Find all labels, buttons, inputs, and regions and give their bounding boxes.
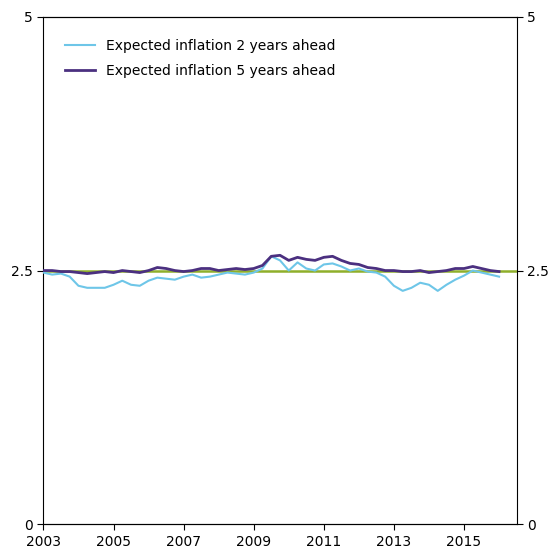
Expected inflation 5 years ahead bbox=[277, 252, 283, 259]
Expected inflation 2 years ahead bbox=[40, 269, 47, 276]
Expected inflation 5 years ahead bbox=[320, 254, 327, 261]
Expected inflation 5 years ahead bbox=[40, 267, 47, 274]
Expected inflation 5 years ahead bbox=[347, 260, 353, 267]
Expected inflation 2 years ahead bbox=[347, 267, 353, 274]
Expected inflation 5 years ahead bbox=[329, 253, 336, 260]
Line: Expected inflation 5 years ahead: Expected inflation 5 years ahead bbox=[44, 255, 499, 274]
Expected inflation 2 years ahead bbox=[312, 267, 319, 274]
Expected inflation 5 years ahead bbox=[84, 270, 91, 277]
Expected inflation 2 years ahead bbox=[268, 253, 274, 260]
Expected inflation 5 years ahead bbox=[496, 268, 502, 275]
Line: Expected inflation 2 years ahead: Expected inflation 2 years ahead bbox=[44, 256, 499, 291]
Expected inflation 2 years ahead bbox=[338, 263, 345, 270]
Expected inflation 2 years ahead bbox=[408, 284, 415, 291]
Legend: Expected inflation 2 years ahead, Expected inflation 5 years ahead: Expected inflation 2 years ahead, Expect… bbox=[64, 39, 335, 78]
Expected inflation 2 years ahead bbox=[496, 273, 502, 280]
Expected inflation 5 years ahead bbox=[356, 261, 362, 268]
Expected inflation 2 years ahead bbox=[163, 276, 170, 282]
Expected inflation 5 years ahead bbox=[408, 268, 415, 275]
Expected inflation 2 years ahead bbox=[320, 261, 327, 268]
Expected inflation 2 years ahead bbox=[399, 287, 406, 294]
Expected inflation 5 years ahead bbox=[171, 267, 178, 274]
